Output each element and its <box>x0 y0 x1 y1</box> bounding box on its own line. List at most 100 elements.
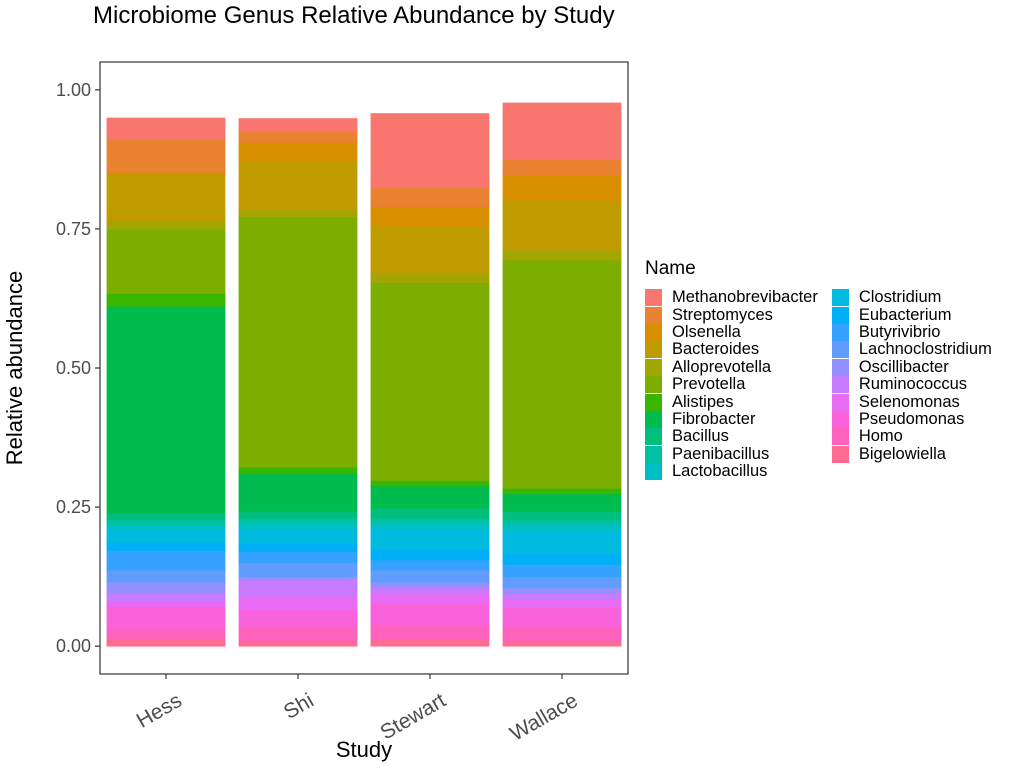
legend-swatch <box>645 463 662 481</box>
bar-segment-stewart-alloprevotella <box>370 273 490 284</box>
legend-item-streptomyces: Streptomyces <box>645 305 818 324</box>
bar-segment-wallace-bacteroides <box>502 199 622 251</box>
legend-swatch <box>831 341 849 359</box>
x-tick-label-shi: Shi <box>280 689 318 724</box>
legend-label: Eubacterium <box>858 305 952 324</box>
bar-segment-shi-lactobacillus <box>238 523 358 530</box>
bar-segment-shi-streptomyces <box>238 130 358 143</box>
legend-label: Streptomyces <box>672 305 773 324</box>
legend-swatch <box>831 289 849 307</box>
bar-segment-hess-bacteroides <box>106 173 226 222</box>
bar-segment-hess-methanobrevibacter <box>106 117 226 140</box>
legend-swatch <box>831 445 849 463</box>
legend-label: Methanobrevibacter <box>672 288 818 307</box>
bar-segment-shi-bacillus <box>238 511 358 519</box>
chart-title: Microbiome Genus Relative Abundance by S… <box>93 2 615 29</box>
bar-segment-hess-pseudomonas <box>106 606 226 629</box>
legend-label: Olsenella <box>672 322 741 341</box>
legend-title: Name <box>645 258 696 279</box>
bar-segment-wallace-prevotella <box>502 260 622 489</box>
bar-segment-stewart-bacillus <box>370 508 490 519</box>
y-tick-label: 1.00 <box>56 80 91 100</box>
legend-swatch <box>645 289 662 307</box>
x-axis: Hess Shi Stewart Wallace <box>133 674 582 746</box>
bar-segment-hess-bigelowiella <box>106 639 226 647</box>
legend-item-prevotella: Prevotella <box>645 375 818 394</box>
bars-layer <box>106 102 622 647</box>
bar-segment-stewart-butyrivibrio <box>370 559 490 571</box>
bar-segment-shi-clostridium <box>238 529 358 544</box>
legend-item-bacillus: Bacillus <box>645 428 818 446</box>
legend-label: Prevotella <box>672 375 746 394</box>
bar-segment-wallace-lactobacillus <box>502 525 622 532</box>
bar-segment-shi-olsenella <box>238 142 358 162</box>
bar-segment-wallace-selenomonas <box>502 598 622 608</box>
legend-item-olsenella: Olsenella <box>645 322 818 341</box>
bar-segment-stewart-oscillibacter <box>370 582 490 589</box>
bar-segment-hess-streptomyces <box>106 138 226 173</box>
bar-segment-shi-bigelowiella <box>238 640 358 647</box>
legend-item-paenibacillus: Paenibacillus <box>645 445 818 463</box>
bar-segment-wallace-streptomyces <box>502 159 622 176</box>
legend-item-clostridium: Clostridium <box>831 288 992 307</box>
x-tick-label-hess: Hess <box>133 689 186 733</box>
bar-segment-stewart-paenibacillus <box>370 518 490 525</box>
legend-item-alistipes: Alistipes <box>645 393 818 411</box>
bar-segment-shi-selenomonas <box>238 596 358 611</box>
legend-label: Pseudomonas <box>858 409 965 428</box>
bar-segment-hess-eubacterium <box>106 542 226 551</box>
bar-segment-hess-bacillus <box>106 513 226 521</box>
bar-segment-hess-olsenella <box>106 172 226 175</box>
bar-segment-shi-pseudomonas <box>238 610 358 628</box>
legend-label: Alloprevotella <box>672 357 772 376</box>
legend-label: Lachnoclostridium <box>858 340 992 359</box>
legend-swatch <box>831 376 849 394</box>
legend-swatch <box>831 393 849 411</box>
legend-swatch <box>831 323 849 341</box>
bar-segment-hess-homo <box>106 628 226 640</box>
bar-segment-shi-lachnoclostridium <box>238 562 358 578</box>
bar-segment-shi-homo <box>238 626 358 642</box>
bar-segment-wallace-alistipes <box>502 488 622 495</box>
legend-label: Ruminococcus <box>858 375 968 394</box>
bar-segment-wallace-eubacterium <box>502 553 622 565</box>
legend-item-selenomonas: Selenomonas <box>831 393 992 411</box>
bar-segment-stewart-prevotella <box>370 282 490 481</box>
legend-item-butyrivibrio: Butyrivibrio <box>831 323 992 341</box>
y-tick-label: 0.75 <box>56 219 91 239</box>
legend-item-bigelowiella: Bigelowiella <box>831 445 992 463</box>
bar-segment-shi-methanobrevibacter <box>238 118 358 132</box>
bar-segment-hess-alloprevotella <box>106 221 226 230</box>
bar-segment-wallace-butyrivibrio <box>502 564 622 578</box>
legend-item-ruminococcus: Ruminococcus <box>831 375 992 394</box>
y-axis: 0.00 0.25 0.50 0.75 1.00 <box>56 80 100 656</box>
bar-segment-wallace-bigelowiella <box>502 640 622 647</box>
legend-item-alloprevotella: Alloprevotella <box>645 357 818 376</box>
x-tick-label-wallace: Wallace <box>506 689 582 746</box>
bar-segment-shi-fibrobacter <box>238 473 358 512</box>
bar-segment-stewart-alistipes <box>370 480 490 487</box>
bar-segment-hess-fibrobacter <box>106 306 226 514</box>
bar-segment-hess-oscillibacter <box>106 582 226 594</box>
legend-label: Lactobacillus <box>672 462 768 481</box>
bar-segment-stewart-homo <box>370 625 490 640</box>
bar-segment-stewart-methanobrevibacter <box>370 113 490 188</box>
bar-segment-wallace-lachnoclostridium <box>502 576 622 589</box>
legend-swatch <box>645 376 662 394</box>
legend-label: Clostridium <box>858 288 942 307</box>
bar-segment-stewart-bigelowiella <box>370 639 490 647</box>
y-tick-label: 0.50 <box>56 358 91 378</box>
bar-segment-stewart-lachnoclostridium <box>370 569 490 583</box>
y-tick-label: 0.25 <box>56 497 91 517</box>
bar-segment-wallace-alloprevotella <box>502 250 622 261</box>
legend-swatch <box>645 445 662 463</box>
x-axis-title: Study <box>336 737 392 762</box>
legend-swatch <box>645 306 662 324</box>
bar-segment-stewart-streptomyces <box>370 187 490 208</box>
legend-swatch <box>831 428 849 446</box>
bar-segment-shi-alistipes <box>238 467 358 475</box>
legend-columns: Methanobrevibacter Streptomyces Olsenella B… <box>645 288 992 481</box>
legend-item-homo: Homo <box>831 428 992 446</box>
legend-column: Clostridium Eubacterium Butyrivibrio Lachno… <box>831 288 992 480</box>
bar-segment-hess-ruminococcus <box>106 593 226 601</box>
